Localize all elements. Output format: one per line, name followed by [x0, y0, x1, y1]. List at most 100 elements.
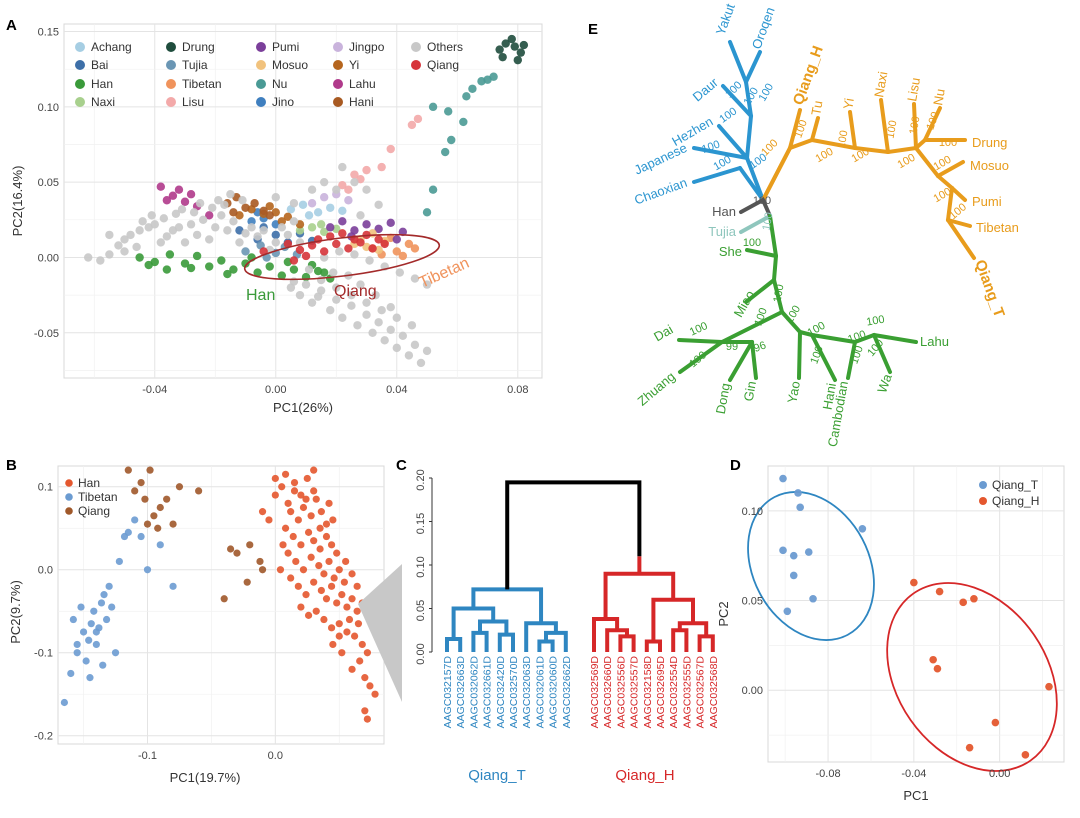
tip-label-tibetan: Tibetan [976, 220, 1019, 235]
point-others [295, 290, 305, 300]
leaf-label-h: AAGC032660D [602, 656, 614, 729]
tree-branch [780, 310, 802, 334]
leaf-label-h: AAGC032554D [668, 656, 680, 729]
tip-label-hani: Hani [820, 382, 839, 411]
point-han [253, 268, 262, 277]
point-others [332, 185, 341, 194]
y-tick-label: -0.1 [34, 648, 53, 660]
legend-marker-tibetan [166, 79, 176, 89]
point-drung [498, 52, 507, 62]
panel-c-tree [445, 480, 715, 652]
leaf-label-h: AAGC032557D [629, 656, 641, 729]
point-others [198, 215, 208, 225]
legend-label-mosuo: Mosuo [272, 58, 308, 72]
bootstrap-value: 100 [688, 320, 710, 339]
point-qiang [256, 557, 264, 566]
point-han [340, 578, 348, 586]
point-others [189, 208, 199, 217]
tree-branch [853, 146, 890, 154]
point-han [304, 528, 313, 536]
cluster-label-qiang-t: Qiang_T [468, 767, 526, 784]
point-han [329, 640, 337, 649]
y-tick-label: 0.05 [415, 600, 427, 621]
point-others [386, 325, 395, 334]
point-hani [250, 199, 259, 208]
legend-marker-jino [256, 97, 266, 107]
point-tibetan [79, 628, 88, 636]
point-qiang-t [794, 489, 802, 497]
bootstrap-value: 99 [726, 341, 738, 353]
panel-a-ylabel: PC2(16.4%) [10, 166, 25, 237]
legend-marker-achang [75, 42, 85, 52]
point-lahu [186, 190, 196, 199]
tree-branch [717, 124, 749, 160]
point-qiang [233, 549, 241, 557]
point-others [277, 223, 287, 232]
point-han [135, 253, 144, 262]
y-tick-label: 0.05 [742, 596, 763, 608]
legend-label-achang: Achang [91, 40, 132, 54]
legend-marker-lahu [333, 79, 343, 89]
point-han [319, 268, 329, 277]
point-tibetan [85, 636, 93, 644]
qiang-h-ellipse [886, 582, 1058, 772]
point-jingpo [319, 193, 329, 202]
leaf-label-h: AAGC032567D [695, 656, 707, 729]
dendrogram-branch-t [471, 587, 544, 624]
leaf-label-t: AAGC032661D [482, 656, 494, 729]
point-han [338, 591, 346, 599]
point-others [365, 256, 374, 265]
point-others [220, 200, 229, 209]
tree-branch [946, 186, 954, 222]
tip-label-lisu: Lisu [904, 76, 923, 102]
point-han [330, 574, 338, 582]
point-others [392, 343, 401, 353]
tree-branch [950, 186, 967, 202]
legend-label-lahu: Lahu [349, 77, 376, 91]
point-nu [444, 107, 453, 116]
point-lahu [180, 197, 190, 206]
panel-a-ticks: -0.04 0.00 0.04 0.08 -0.05 0.00 0.05 0.10 0.15 [34, 27, 529, 396]
point-han [303, 474, 311, 483]
point-han [310, 537, 318, 545]
point-pumi [338, 217, 347, 226]
tip-label-nu: Nu [930, 88, 948, 107]
panel-c-leaf-labels: AAGC032157D AAGC032663D AAGC032062D AAGC032… [442, 656, 720, 729]
leaf-label-t: AAGC032157D [442, 656, 454, 729]
point-han [327, 541, 336, 549]
point-han [316, 524, 324, 532]
point-naxi [316, 220, 326, 229]
leaf-label-h: AAGC032568D [708, 656, 720, 729]
legend-label-qiang-t: Qiang_T [992, 478, 1039, 492]
legend-label-hani: Hani [349, 95, 374, 109]
tip-label-japanese: Japanese [632, 140, 689, 177]
tree-branch [936, 160, 965, 178]
point-qiang-h [1045, 682, 1053, 691]
point-han [304, 611, 313, 619]
point-han [297, 491, 305, 499]
point-lisu [407, 120, 417, 130]
point-qiang [163, 495, 171, 503]
point-tibetan [108, 603, 116, 611]
point-others [214, 196, 223, 205]
panel-d-plot-area [767, 465, 1065, 763]
point-tibetan [69, 615, 77, 624]
point-pumi [326, 223, 335, 232]
leaf-label-t: AAGC032062D [468, 656, 480, 729]
point-others [350, 177, 359, 187]
point-others [96, 256, 105, 265]
tip-label-chaoxian: Chaoxian [632, 175, 689, 208]
point-tibetan [92, 628, 100, 636]
tip-label-dai: Dai [651, 322, 675, 345]
tip-label-daur: Daur [690, 74, 722, 104]
x-tick-label: 0.0 [268, 750, 283, 762]
legend-marker-hani [333, 97, 343, 107]
leaf-label-h: AAGC032556D [615, 656, 627, 729]
point-han [223, 269, 232, 279]
y-tick-label: 0.05 [38, 177, 59, 189]
legend-label-others: Others [427, 40, 463, 54]
point-others [177, 205, 187, 214]
point-han [342, 557, 350, 566]
point-qiang [332, 239, 341, 249]
point-lisu [377, 162, 386, 172]
